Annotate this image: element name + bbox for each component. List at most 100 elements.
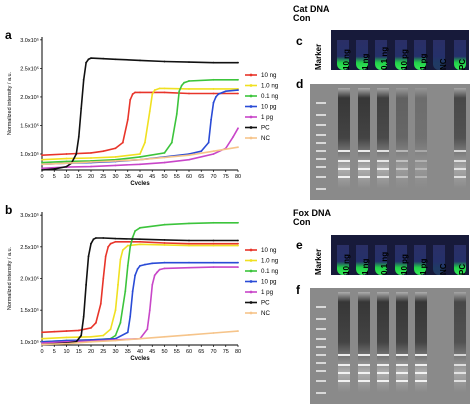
chart-b-legend-label-10-ng: 10 ng [261,247,277,254]
chart-b-point-1-0-ng [102,334,105,337]
gel-bottom-marker-band [316,346,326,348]
chart-b-point-1-pg [148,309,151,312]
chart-b-x-tick-label: 30 [112,349,118,355]
gel-top-marker-band [316,166,326,168]
chart-b-point-1-pg [158,268,161,271]
chart-a-point-10-pg [224,90,227,93]
chart-b-point-1-0-ng [119,258,122,261]
chart-b-point-pc [92,238,95,241]
chart-b-point-0-1-ng [126,264,129,267]
chart-a-point-1-0-ng [151,93,154,95]
chart-b-point-pc [212,239,215,242]
chart-a-point-1-0-ng [188,88,190,90]
chart-a-point-pc [80,107,83,110]
chart-a-point-pc [77,135,80,138]
gel-top-sample-band [338,176,350,178]
gel-bottom-sample-band [415,354,427,356]
chart-a-legend-label-10-ng: 10 ng [261,72,277,79]
chart-b-x-tick-label: 15 [76,349,82,355]
chart-b-point-10-pg [131,290,134,293]
chart-a-point-0-1-ng [237,78,239,81]
chart-b-series-10-pg [41,261,238,343]
chart-b-point-10-pg [136,268,139,270]
chart-b-point-10-ng [163,242,166,244]
chart-b-point-1-pg [153,274,156,277]
chart-a-point-1-pg [90,165,92,168]
uv-top-tube [337,40,349,70]
chart-b-point-nc [188,333,190,336]
chart-b-legend-label-1-pg: 1 pg [261,289,274,296]
chart-b-x-tick-label: 75 [223,349,229,355]
gel-bottom-lane-label: 0.1 ng [380,251,389,275]
chart-b-point-nc [237,330,239,332]
chart-a-point-10-ng [131,93,134,95]
chart-b-x-tick-label: 35 [125,349,131,355]
chart-a-point-10-ng [139,91,141,94]
gel-top-sample-lane [377,88,389,188]
gel-top-lane-label: 1 ng [361,53,370,70]
chart-b-legend-label-1-0-ng: 1.0 ng [261,258,279,265]
chart-a-point-0-1-ng [175,113,178,115]
chart-b-point-pc [114,237,117,240]
gel-image-top [310,84,470,200]
gel-top-marker-lane [316,92,326,196]
chart-b-x-tick-label: 55 [174,349,180,355]
chart-a-point-10-pg [212,101,215,104]
chart-a-x-tick-label: 75 [223,174,229,180]
chart-b-point-nc [163,335,166,338]
chart-b-legend-label-pc: PC [261,300,270,307]
chart-a-point-pc [212,61,215,64]
chart-a-point-0-1-ng [180,84,183,87]
chart-b-point-10-ng [109,242,112,245]
chart-a-point-1-0-ng [114,155,117,158]
chart-b-legend-marker-1-pg [249,290,253,294]
gel-bottom-sample-band [396,364,408,366]
chart-a-point-10-ng [126,118,129,121]
uv-bottom-tube [356,245,368,275]
gel-bottom-sample-band [454,372,466,374]
gel-top-sample-band [338,150,350,152]
chart-a-legend-marker-1-0-ng [249,84,253,87]
chart-b-point-10-pg [144,263,146,266]
chart-b-x-tick-label: 20 [88,349,94,355]
chart-a-point-nc [163,156,166,159]
gel-bottom-sample-band [338,380,350,382]
chart-a-point-10-pg [215,96,217,98]
chart-b-point-1-0-ng [121,249,124,251]
gel-bottom-sample-band [377,380,389,382]
chart-b-x-tick-label: 5 [53,349,56,355]
chart-b-point-10-ng [77,329,80,332]
chart-b-point-0-1-ng [124,290,127,293]
chart-a-x-tick-label: 30 [112,174,118,180]
uv-top-tube [395,40,407,70]
gel-top-marker-band [316,142,326,144]
chart-a-x-tick-label: 15 [76,174,82,180]
chart-b-point-10-ng [104,255,107,258]
panel-label-d: d [296,77,304,91]
gel-top-sample-band [454,176,466,178]
gel-bottom-marker-lane [316,296,326,400]
chart-a-point-pc [85,61,87,64]
chart-a-point-10-pg [200,150,203,153]
chart-a-legend-marker-10-pg [249,105,253,108]
gel-bottom-sample-lane [396,292,408,392]
chart-a-point-10-ng [121,141,124,144]
chart-a-legend-marker-pc [249,126,253,129]
chart-b-point-1-pg [146,328,149,331]
chart-b-point-10-pg [126,331,129,334]
gel-bottom-sample-band [377,354,389,356]
chart-a-point-nc [114,159,117,162]
chart-b-x-tick-label: 50 [161,349,167,355]
chart-a-point-1-pg [114,164,117,167]
chart-a-point-1-0-ng [65,157,68,160]
chart-a-legend-label-0-1-ng: 0.1 ng [261,93,279,100]
chart-a-series-10-ng [41,91,238,156]
chart-b-series-1-pg [41,266,238,344]
chart-a-point-10-ng [114,147,117,150]
gel-bottom-sample-band [396,380,408,382]
chart-b-legend-marker-pc [249,301,253,304]
gel-top-lane-label: NC [439,58,448,70]
chart-b-point-10-pg [129,315,132,318]
chart-b-x-tick-label: 60 [186,349,192,355]
chart-b-x-tick-label: 70 [210,349,216,355]
